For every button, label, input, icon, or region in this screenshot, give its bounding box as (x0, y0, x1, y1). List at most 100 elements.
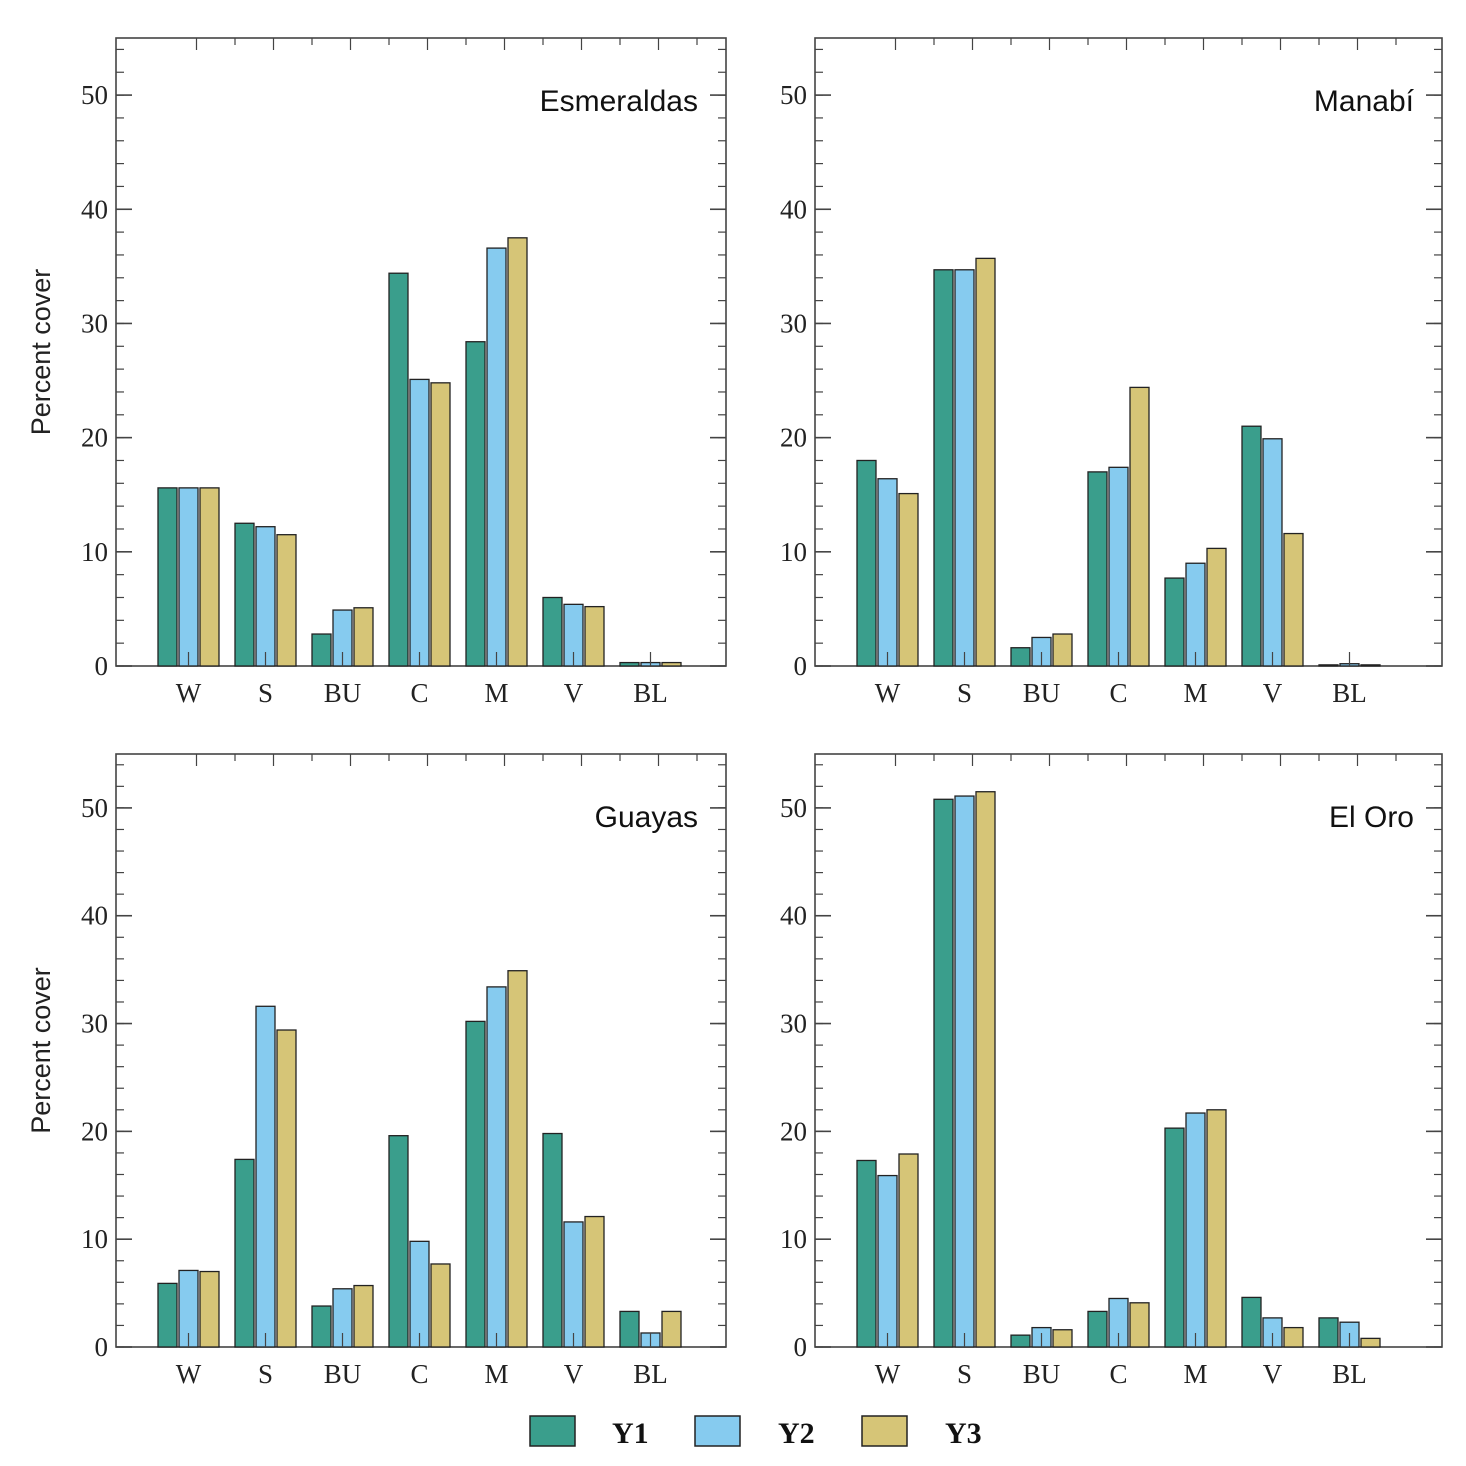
y-tick-label: 40 (81, 901, 108, 931)
bar-y1-m (1164, 577, 1185, 667)
bar-y2-m (486, 247, 507, 667)
y-tick-label: 10 (81, 1224, 108, 1254)
x-category-label: BL (1332, 1359, 1367, 1389)
x-category-label: S (957, 1359, 972, 1389)
x-category-label: V (564, 678, 584, 708)
bar-y1-bu (311, 633, 332, 667)
bar-y2-s (954, 795, 975, 1348)
chart-panel-2: 0 10 20 30 40 50 W S BU C M V BL Manabí (780, 37, 1443, 708)
bar-y3-m (1206, 1109, 1227, 1348)
y-tick-label: 30 (81, 308, 108, 338)
bar-y1-bl (1318, 664, 1339, 667)
bar-y3-bu (1052, 633, 1073, 667)
x-category-label: S (258, 1359, 273, 1389)
panel-title: Manabí (1314, 85, 1415, 118)
x-category-label: S (957, 678, 972, 708)
bar-y3-bu (353, 1284, 374, 1348)
bar-y3-v (1283, 1326, 1304, 1348)
bar-y2-m (1185, 562, 1206, 667)
chart-panel-3: 0 10 20 30 40 50 W S BU C M V BL Guayas Percent cover (26, 753, 727, 1389)
bar-y3-c (1129, 1302, 1150, 1348)
bar-y1-w (856, 459, 877, 667)
bar-y3-m (1206, 547, 1227, 667)
chart-panels: 0 10 20 30 40 50 W S BU C M V BL Esmeraldas Percent co… (26, 37, 1443, 1389)
x-category-label: W (176, 678, 202, 708)
y-tick-label: 40 (81, 194, 108, 224)
bar-y2-c (409, 378, 430, 667)
bar-y2-s (255, 1005, 276, 1348)
y-tick-label: 10 (780, 1224, 807, 1254)
x-category-label: C (410, 678, 428, 708)
legend-swatch-y3 (861, 1415, 908, 1447)
legend-label-y2: Y2 (778, 1417, 815, 1450)
bar-y1-bl (619, 661, 640, 667)
y-tick-label: 30 (780, 308, 807, 338)
bar-y3-c (430, 1263, 451, 1348)
x-category-label: C (1109, 1359, 1127, 1389)
y-tick-label: 50 (81, 793, 108, 823)
bar-y3-s (975, 791, 996, 1348)
bar-y1-m (465, 1020, 486, 1348)
bar-y3-bl (661, 1310, 682, 1348)
bar-y2-s (954, 269, 975, 667)
bar-y1-m (1164, 1127, 1185, 1348)
y-tick-label: 50 (780, 80, 807, 110)
x-category-label: M (484, 678, 508, 708)
bar-y3-s (975, 257, 996, 667)
bar-y1-c (1087, 1310, 1108, 1348)
bar-y1-v (1241, 1296, 1262, 1348)
bar-y2-w (877, 478, 898, 667)
y-tick-label: 10 (780, 537, 807, 567)
bar-y1-bl (1318, 1317, 1339, 1348)
x-category-label: W (176, 1359, 202, 1389)
x-category-label: BU (1023, 678, 1061, 708)
panel-title: Esmeraldas (540, 85, 698, 118)
y-tick-label: 20 (780, 423, 807, 453)
bar-y3-w (898, 492, 919, 667)
bar-y3-bl (1360, 1337, 1381, 1348)
legend: Y1 Y2 Y3 (529, 1415, 982, 1450)
bar-y2-s (255, 526, 276, 667)
x-category-label: C (410, 1359, 428, 1389)
bar-y2-c (409, 1240, 430, 1348)
bar-y1-c (388, 272, 409, 667)
x-category-label: V (1263, 1359, 1283, 1389)
y-tick-label: 20 (780, 1116, 807, 1146)
bar-y1-w (157, 1282, 178, 1348)
bar-y3-c (430, 382, 451, 667)
bar-y3-v (584, 605, 605, 667)
y-axis-label: Percent cover (26, 269, 56, 436)
y-tick-label: 40 (780, 901, 807, 931)
bar-y3-s (276, 534, 297, 667)
legend-label-y3: Y3 (945, 1417, 982, 1450)
bar-y2-v (563, 1221, 584, 1348)
panel-title: Guayas (595, 801, 698, 834)
bar-y3-bl (661, 661, 682, 667)
bar-y2-w (178, 487, 199, 667)
bar-y1-v (542, 596, 563, 667)
bar-y1-w (157, 487, 178, 667)
y-tick-label: 0 (794, 1332, 808, 1362)
x-category-label: BU (1023, 1359, 1061, 1389)
y-tick-label: 50 (780, 793, 807, 823)
y-tick-label: 0 (95, 651, 109, 681)
bar-y3-w (898, 1153, 919, 1348)
x-category-label: BL (633, 1359, 668, 1389)
chart-panel-1: 0 10 20 30 40 50 W S BU C M V BL Esmeraldas Percent co… (26, 37, 727, 708)
y-tick-label: 20 (81, 423, 108, 453)
bar-y3-bu (1052, 1329, 1073, 1348)
x-category-label: M (1183, 1359, 1207, 1389)
y-tick-label: 30 (81, 1009, 108, 1039)
x-category-label: BU (324, 678, 362, 708)
bar-y2-m (486, 986, 507, 1348)
bar-y1-bu (311, 1305, 332, 1348)
y-tick-label: 0 (95, 1332, 109, 1362)
bar-y3-s (276, 1029, 297, 1348)
bar-y1-bl (619, 1310, 640, 1348)
x-category-label: BL (1332, 678, 1367, 708)
bar-y3-v (1283, 532, 1304, 667)
bar-y1-s (933, 269, 954, 667)
bar-y3-bl (1360, 664, 1381, 667)
bar-y1-bu (1010, 1334, 1031, 1348)
